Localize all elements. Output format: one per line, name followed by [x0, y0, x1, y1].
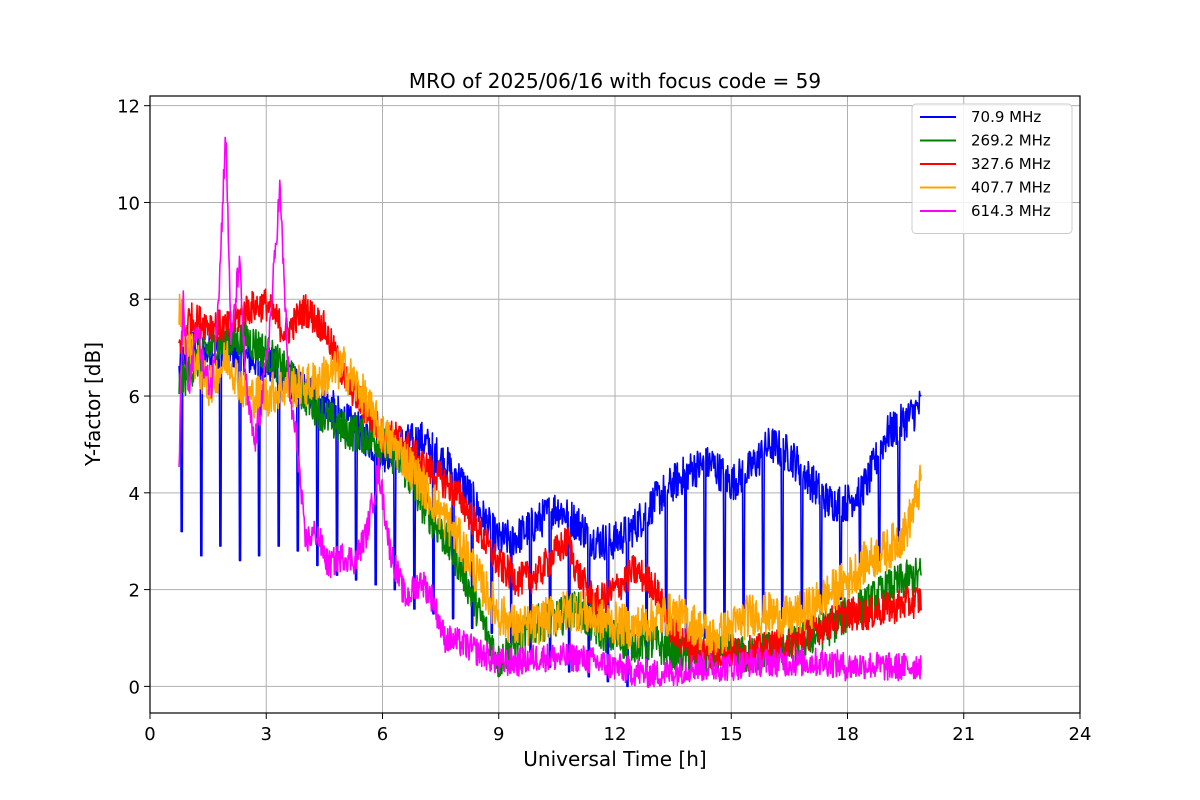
- legend: 70.9 MHz 269.2 MHz 327.6 MHz 407.7 MHz 614.3…: [911, 103, 1073, 234]
- series-layer: [178, 136, 922, 689]
- y-tick-label: 6: [129, 387, 140, 408]
- y-tick-label: 2: [129, 581, 140, 602]
- x-tick-label: 21: [952, 724, 975, 745]
- y-tick-label: 0: [129, 677, 140, 698]
- series-line-3: [178, 293, 922, 656]
- y-tick-label: 4: [129, 484, 140, 505]
- x-tick-label: 18: [836, 724, 859, 745]
- legend-box: [911, 103, 1073, 234]
- legend-label: 327.6 MHz: [971, 155, 1051, 173]
- legend-label: 70.9 MHz: [971, 108, 1041, 126]
- y-tick-label: 12: [117, 97, 140, 118]
- legend-label: 407.7 MHz: [971, 179, 1051, 197]
- y-tick-label: 10: [117, 193, 140, 214]
- y-tick-label: 8: [129, 290, 140, 311]
- x-tick-label: 9: [493, 724, 504, 745]
- legend-label: 614.3 MHz: [971, 202, 1051, 220]
- y-axis-label: Y-factor [dB]: [81, 342, 105, 467]
- x-tick-label: 12: [604, 724, 627, 745]
- series-line-2: [178, 288, 922, 671]
- x-tick-label: 6: [377, 724, 388, 745]
- chart-title: MRO of 2025/06/16 with focus code = 59: [409, 69, 821, 93]
- series-line-4: [178, 136, 922, 689]
- x-tick-label: 24: [1069, 724, 1092, 745]
- grid: [149, 96, 1081, 713]
- x-tick-label: 3: [261, 724, 272, 745]
- x-tick-label: 15: [720, 724, 743, 745]
- x-tick-label: 0: [144, 724, 155, 745]
- x-axis-label: Universal Time [h]: [523, 747, 706, 771]
- legend-label: 269.2 MHz: [971, 132, 1051, 150]
